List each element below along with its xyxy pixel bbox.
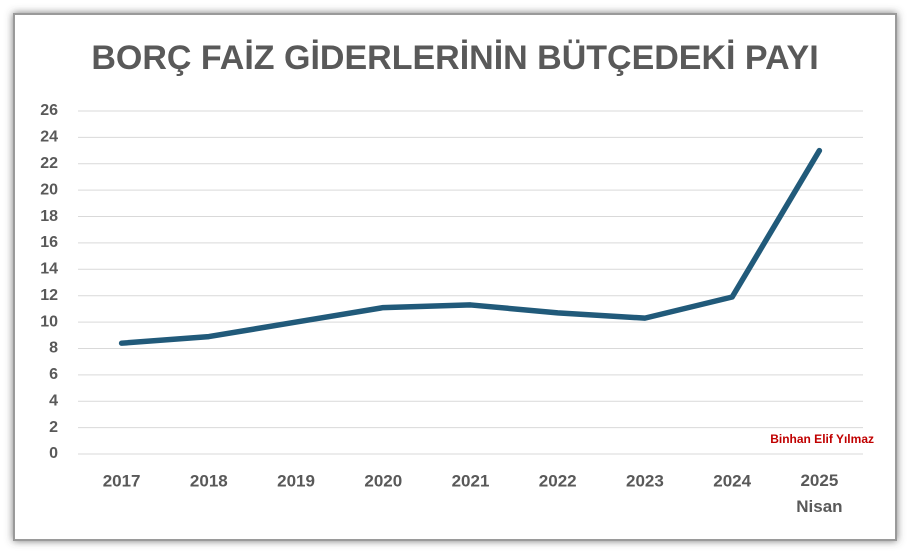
chart-frame	[13, 13, 897, 541]
x-tick-label-line: 2025	[800, 471, 838, 490]
x-tick-label-line: Nisan	[796, 497, 842, 516]
y-tick-label: 26	[40, 102, 58, 119]
x-tick-label: 2019	[277, 471, 315, 490]
x-tick-label: 2018	[190, 471, 228, 490]
y-tick-label: 14	[40, 261, 58, 278]
x-tick-label: 2023	[626, 471, 664, 490]
x-tick-label: 2017	[103, 471, 141, 490]
y-tick-label: 24	[40, 129, 58, 146]
annotation: Binhan Elif Yılmaz	[770, 432, 874, 446]
x-tick-label: 2021	[452, 471, 490, 490]
y-tick-label: 20	[40, 181, 58, 198]
y-tick-label: 2	[49, 419, 58, 436]
x-tick-label: 2020	[364, 471, 402, 490]
y-tick-label: 18	[40, 208, 58, 225]
x-tick-label: 2024	[713, 471, 751, 490]
y-tick-label: 4	[49, 392, 58, 409]
y-tick-label: 10	[40, 313, 58, 330]
data-line	[118, 147, 823, 346]
x-tick-label: 2025 Nisan	[796, 471, 842, 516]
x-tick-label: 2022	[539, 471, 577, 490]
y-tick-label: 0	[49, 445, 58, 462]
y-tick-label: 16	[40, 234, 58, 251]
chart-title: BORÇ FAİZ GİDERLERİNİN BÜTÇEDEKİ PAYI	[91, 39, 818, 77]
y-tick-label: 6	[49, 366, 58, 383]
y-tick-label: 8	[49, 340, 58, 357]
y-tick-label: 22	[40, 155, 58, 172]
y-tick-label: 12	[40, 287, 58, 304]
